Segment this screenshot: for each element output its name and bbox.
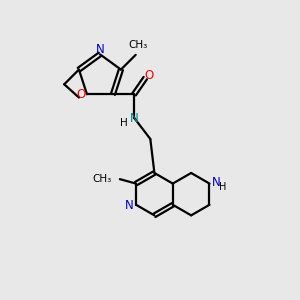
Text: N: N [96, 43, 104, 56]
Text: N: N [212, 176, 220, 189]
Text: CH₃: CH₃ [128, 40, 148, 50]
Text: H: H [219, 182, 226, 192]
Text: CH₃: CH₃ [92, 174, 112, 184]
Text: O: O [144, 69, 154, 82]
Text: N: N [125, 199, 134, 212]
Text: O: O [76, 88, 86, 101]
Text: N: N [130, 112, 139, 125]
Text: H: H [120, 118, 128, 128]
